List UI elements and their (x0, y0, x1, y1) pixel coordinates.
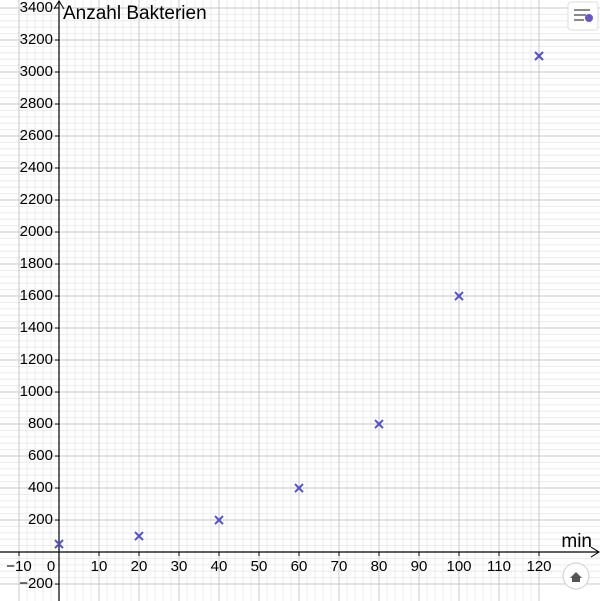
x-tick-label: 120 (526, 558, 551, 575)
point (134, 531, 144, 541)
x-tick-label: −10 (6, 558, 31, 575)
y-tick-label: 3000 (20, 63, 53, 80)
y-tick-label: 200 (28, 511, 53, 528)
menu-icon-dot (585, 14, 593, 22)
point (534, 51, 544, 61)
home-button[interactable] (562, 562, 590, 590)
x-tick-label: 50 (251, 558, 268, 575)
point (294, 483, 304, 493)
x-tick-label: 110 (487, 558, 511, 575)
y-tick-label: 1200 (20, 351, 53, 368)
y-tick-label: 3400 (20, 0, 53, 16)
y-axis-arrow (53, 0, 65, 10)
x-tick-label: 0 (47, 558, 55, 575)
y-tick-label: 2000 (20, 223, 53, 240)
x-tick-label: 100 (446, 558, 471, 575)
y-tick-label: 3200 (20, 31, 53, 48)
x-axis-label: min (561, 531, 592, 552)
x-tick-label: 70 (331, 558, 348, 575)
menu-button-bg[interactable] (567, 1, 599, 31)
x-tick-label: 20 (131, 558, 148, 575)
y-tick-label: 1600 (20, 287, 53, 304)
point (374, 419, 384, 429)
y-tick-label: 600 (28, 447, 53, 464)
y-tick-label: 1800 (20, 255, 53, 272)
menu-button[interactable] (567, 1, 599, 31)
y-tick-label: 2200 (20, 191, 53, 208)
labels: −10 0 10 20 30 40 50 60 70 80 90 100 110 120 −200 200 40… (6, 0, 592, 592)
y-tick-label: 1400 (20, 319, 53, 336)
point (454, 291, 464, 301)
y-tick-label: −200 (19, 575, 53, 592)
x-tick-label: 30 (171, 558, 188, 575)
x-tick-label: 40 (211, 558, 228, 575)
y-tick-label: 800 (28, 415, 53, 432)
x-axis-arrow (590, 546, 600, 558)
x-tick-label: 60 (291, 558, 308, 575)
point (214, 515, 224, 525)
y-tick-label: 2600 (20, 127, 53, 144)
x-tick-label: 80 (371, 558, 388, 575)
y-tick-label: 2400 (20, 159, 53, 176)
y-axis-label: Anzahl Bakterien (63, 3, 207, 24)
point (54, 539, 64, 549)
y-tick-label: 1000 (20, 383, 53, 400)
points (54, 51, 544, 549)
home-icon (570, 572, 582, 582)
y-tick-label: 400 (28, 479, 53, 496)
y-tick-label: 2800 (20, 95, 53, 112)
x-tick-label: 10 (91, 558, 108, 575)
x-tick-label: 90 (411, 558, 428, 575)
